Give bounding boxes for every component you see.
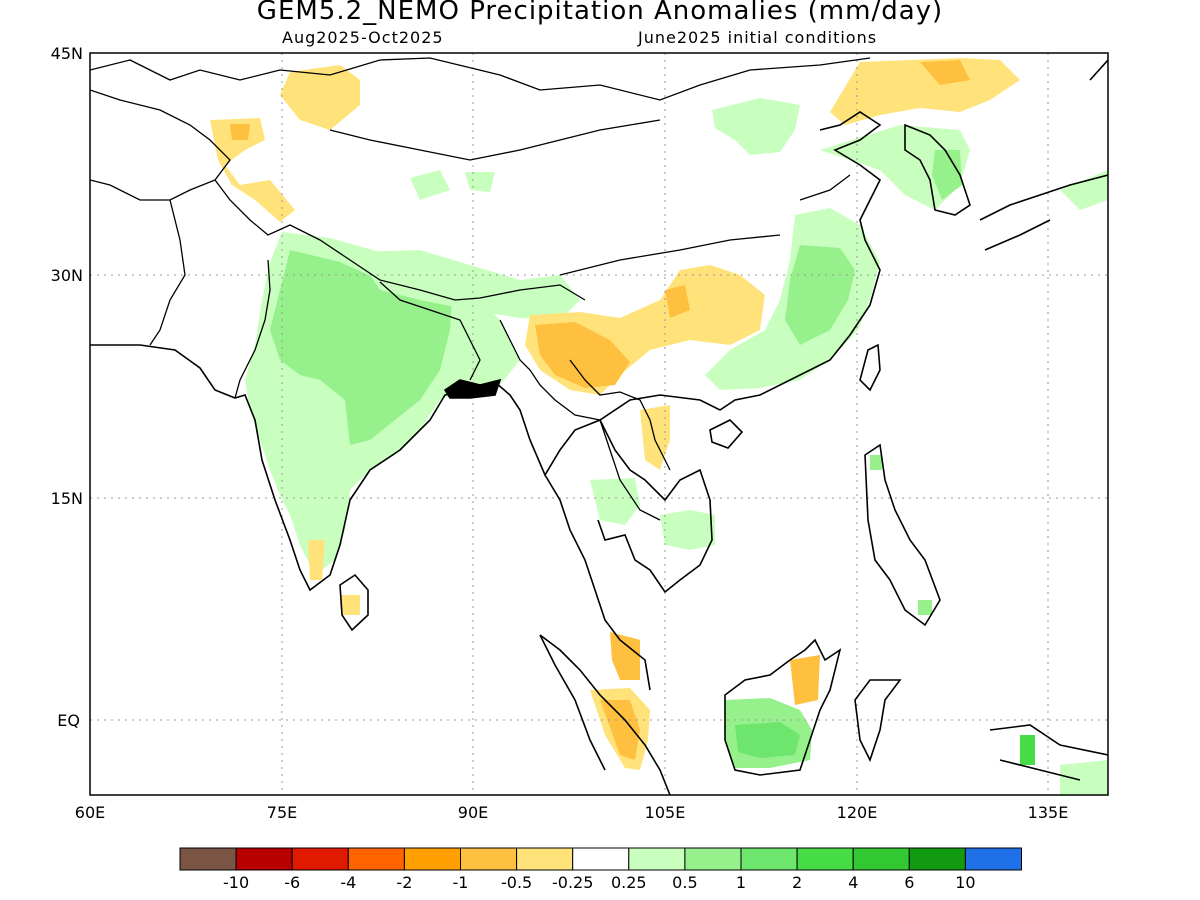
legend-tick-label: -4	[340, 873, 356, 892]
region-new-guinea-wet-2	[1060, 760, 1108, 795]
legend-swatch	[403, 847, 461, 871]
period-subtitle: Aug2025-Oct2025	[282, 28, 444, 47]
legend-swatch	[572, 847, 630, 871]
legend-tick-label: -6	[284, 873, 300, 892]
legend-colorbar	[179, 847, 1023, 871]
region-india-core-wet	[270, 250, 452, 445]
region-sri-lanka-dry	[340, 595, 360, 615]
legend-swatch	[291, 847, 349, 871]
legend-tick-label: 0.25	[611, 873, 647, 892]
legend-tick-label: -1	[453, 873, 469, 892]
legend-swatch	[179, 847, 237, 871]
legend-swatch	[235, 847, 293, 871]
lon-label-60e: 60E	[75, 803, 105, 822]
lat-label-45n: 45N	[51, 44, 83, 63]
region-philippines-wet	[870, 455, 882, 470]
legend-tick-label: 0.5	[672, 873, 697, 892]
region-tibet-wet	[410, 170, 450, 200]
map-title: GEM5.2_NEMO Precipitation Anomalies (mm/…	[256, 0, 944, 26]
coastlines	[90, 59, 1108, 795]
lon-label-105e: 105E	[645, 803, 686, 822]
lon-label-90e: 90E	[458, 803, 488, 822]
map-frame	[89, 52, 1109, 796]
region-korea-core-wet	[932, 150, 962, 200]
lon-label-135e: 135E	[1028, 803, 1069, 822]
region-pamir-dry	[210, 118, 295, 222]
lat-label-eq: EQ	[57, 711, 80, 730]
legend-tick-label: 6	[904, 873, 914, 892]
legend-tick-label: -2	[396, 873, 412, 892]
region-yunnan-core-dry	[535, 322, 630, 388]
region-japan-wet	[1060, 170, 1108, 210]
legend-tick-label: -0.5	[501, 873, 532, 892]
country-borders	[90, 57, 871, 521]
gridlines	[90, 53, 1108, 795]
legend-swatch	[852, 847, 910, 871]
region-cambodia-wet	[660, 510, 715, 550]
legend-swatch	[347, 847, 405, 871]
region-borneo-dry	[790, 655, 820, 705]
lat-label-15n: 15N	[51, 489, 83, 508]
lon-label-120e: 120E	[837, 803, 878, 822]
legend-tick-label: -0.25	[552, 873, 593, 892]
region-borneo-core-wet	[735, 722, 800, 758]
region-central-asia-dry	[280, 65, 360, 130]
legend-swatch	[740, 847, 798, 871]
anomaly-fields	[210, 58, 1108, 795]
region-tibet-wet-2	[465, 172, 495, 192]
legend-tick-label: 1	[736, 873, 746, 892]
region-northeast-china-dry	[830, 58, 1020, 125]
region-sumatra-core-dry	[600, 700, 640, 760]
region-indochina-wet	[590, 478, 640, 525]
legend-tick-label: 10	[955, 873, 975, 892]
legend-tick-label: -10	[223, 873, 249, 892]
legend-tick-label: 4	[848, 873, 858, 892]
legend-swatch	[964, 847, 1023, 871]
lon-axis: 60E 75E 90E 105E 120E 135E	[75, 803, 1069, 822]
region-south-india-dry	[308, 540, 325, 580]
legend-swatch	[908, 847, 966, 871]
region-sichuan-dry	[665, 285, 690, 318]
region-east-china-wet	[785, 245, 855, 345]
legend-swatch	[628, 847, 686, 871]
legend-swatch	[460, 847, 518, 871]
legend-labels: -10 -6 -4 -2 -1 -0.5 -0.25 0.25 0.5 1 2 4 6 10	[223, 873, 976, 892]
region-mongolia-wet	[712, 98, 800, 155]
lon-label-75e: 75E	[267, 803, 297, 822]
init-subtitle: June2025 initial conditions	[638, 28, 878, 47]
region-northeast-china-core-dry	[920, 60, 970, 85]
region-mindanao-wet	[918, 600, 932, 615]
region-himalaya-wet	[355, 250, 580, 320]
lat-label-30n: 30N	[51, 266, 83, 285]
region-korea-wet	[820, 125, 970, 210]
legend-swatch	[684, 847, 742, 871]
region-malaya-dry	[610, 632, 640, 680]
legend-swatch	[796, 847, 854, 871]
legend-tick-label: 2	[792, 873, 802, 892]
lat-axis: 45N 30N 15N EQ	[51, 44, 83, 730]
region-pamir-core-dry	[230, 124, 250, 140]
region-new-guinea-wet	[1020, 735, 1035, 765]
legend-swatch	[516, 847, 574, 871]
